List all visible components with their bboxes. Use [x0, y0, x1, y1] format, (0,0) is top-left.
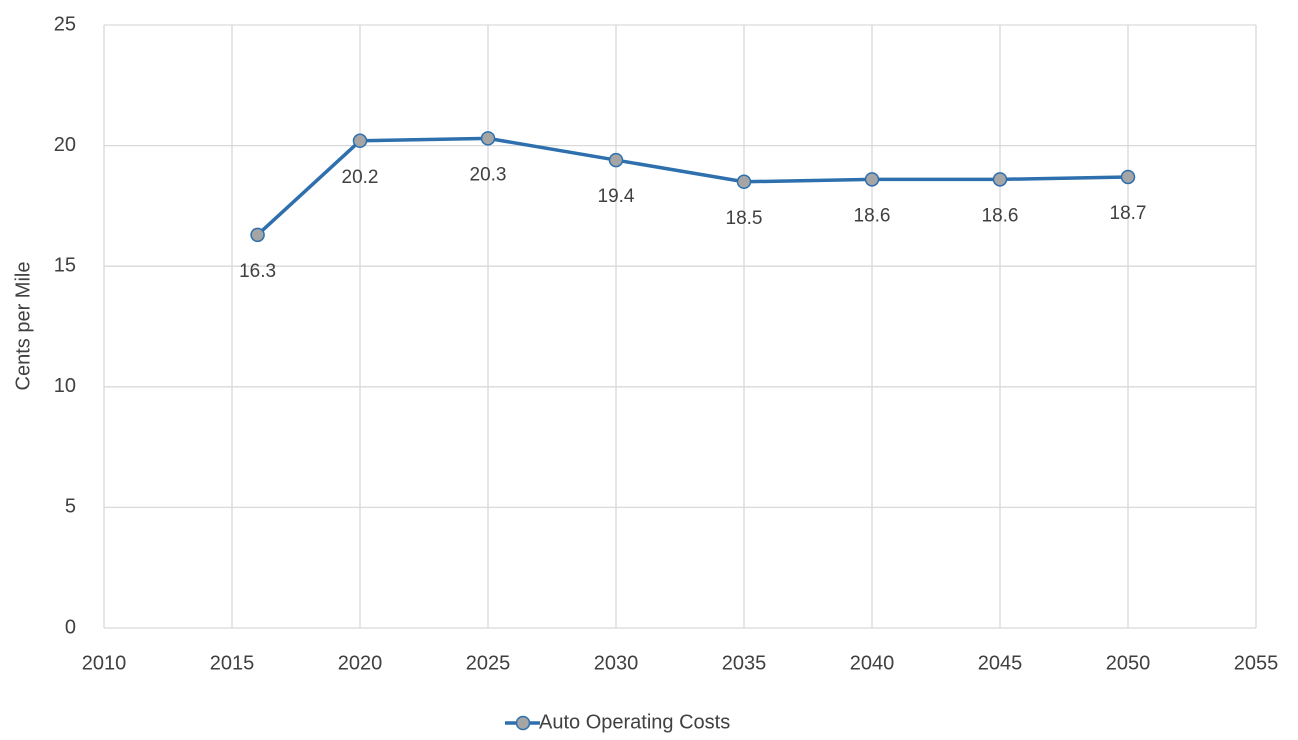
legend-label: Auto Operating Costs	[539, 711, 730, 733]
legend-marker	[515, 715, 531, 731]
data-label: 18.5	[726, 208, 763, 229]
x-tick-label: 2025	[466, 652, 511, 674]
data-point	[864, 172, 880, 187]
x-tick-label: 2050	[1106, 652, 1151, 674]
x-tick-label: 2055	[1234, 652, 1279, 674]
y-tick-label: 15	[54, 254, 76, 276]
data-point	[1120, 169, 1136, 185]
series-line	[256, 136, 1129, 237]
data-point	[608, 152, 624, 168]
data-label: 18.7	[1110, 203, 1147, 224]
x-tick-label: 2030	[594, 652, 639, 674]
data-label: 18.6	[982, 205, 1019, 226]
data-point	[736, 174, 752, 190]
y-tick-label: 25	[54, 13, 76, 35]
data-label: 19.4	[598, 186, 635, 207]
data-point	[250, 227, 265, 243]
x-tick-label: 2010	[82, 652, 127, 674]
data-label: 20.2	[342, 167, 379, 188]
x-tick-label: 2035	[722, 652, 767, 674]
x-tick-label: 2020	[338, 652, 383, 674]
data-point	[480, 131, 496, 146]
x-tick-label: 2015	[210, 652, 255, 674]
y-axis-label: Cents per Mile	[12, 262, 34, 391]
y-tick-label: 10	[54, 375, 76, 397]
data-point	[352, 133, 368, 149]
y-tick-label: 5	[65, 496, 76, 518]
data-label: 18.6	[854, 205, 891, 226]
data-point	[992, 172, 1008, 187]
y-tick-label: 20	[54, 134, 76, 156]
x-tick-label: 2045	[978, 652, 1023, 674]
data-label: 16.3	[239, 261, 276, 282]
data-label: 20.3	[470, 164, 507, 185]
x-tick-label: 2040	[850, 652, 895, 674]
y-tick-label: 0	[65, 616, 76, 638]
